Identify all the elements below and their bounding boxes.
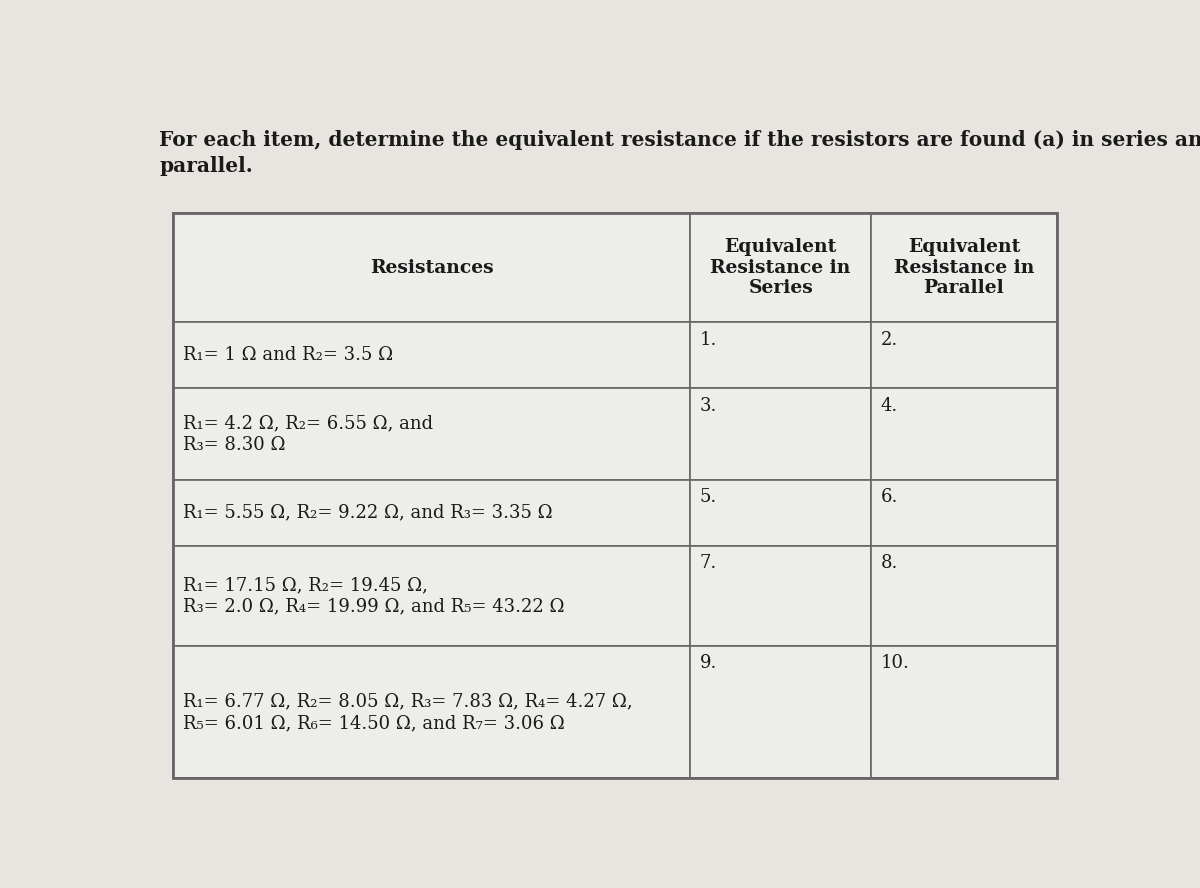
Bar	[173, 322, 690, 388]
Text: R₃= 2.0 Ω, R₄= 19.99 Ω, and R₅= 43.22 Ω: R₃= 2.0 Ω, R₄= 19.99 Ω, and R₅= 43.22 Ω	[182, 598, 564, 615]
Bar	[871, 388, 1057, 480]
Text: 8.: 8.	[881, 554, 898, 572]
Bar	[690, 545, 871, 646]
Bar	[690, 388, 871, 480]
Bar	[690, 646, 871, 778]
Bar	[173, 545, 690, 646]
Bar	[173, 646, 690, 778]
Text: For each item, determine the equivalent resistance if the resistors are found (a: For each item, determine the equivalent …	[160, 131, 1200, 150]
Text: R₁= 6.77 Ω, R₂= 8.05 Ω, R₃= 7.83 Ω, R₄= 4.27 Ω,: R₁= 6.77 Ω, R₂= 8.05 Ω, R₃= 7.83 Ω, R₄= …	[182, 692, 632, 710]
Text: R₁= 5.55 Ω, R₂= 9.22 Ω, and R₃= 3.35 Ω: R₁= 5.55 Ω, R₂= 9.22 Ω, and R₃= 3.35 Ω	[182, 503, 552, 521]
Bar	[173, 480, 690, 545]
Bar	[871, 322, 1057, 388]
Text: R₃= 8.30 Ω: R₃= 8.30 Ω	[182, 436, 286, 454]
Bar	[871, 480, 1057, 545]
Bar	[871, 212, 1057, 322]
Text: 5.: 5.	[700, 488, 716, 506]
Text: R₁= 1 Ω and R₂= 3.5 Ω: R₁= 1 Ω and R₂= 3.5 Ω	[182, 346, 392, 364]
Text: R₁= 17.15 Ω, R₂= 19.45 Ω,: R₁= 17.15 Ω, R₂= 19.45 Ω,	[182, 575, 427, 594]
Text: 1.: 1.	[700, 330, 716, 349]
Text: R₁= 4.2 Ω, R₂= 6.55 Ω, and: R₁= 4.2 Ω, R₂= 6.55 Ω, and	[182, 414, 433, 432]
Bar	[173, 212, 1057, 778]
Text: 2.: 2.	[881, 330, 898, 349]
Bar	[173, 212, 690, 322]
Text: R₅= 6.01 Ω, R₆= 14.50 Ω, and R₇= 3.06 Ω: R₅= 6.01 Ω, R₆= 14.50 Ω, and R₇= 3.06 Ω	[182, 714, 564, 732]
Text: 3.: 3.	[700, 397, 716, 415]
Text: 10.: 10.	[881, 654, 910, 672]
Bar	[871, 646, 1057, 778]
Text: 4.: 4.	[881, 397, 898, 415]
Bar	[871, 545, 1057, 646]
Bar	[690, 212, 871, 322]
Text: 7.: 7.	[700, 554, 716, 572]
Bar	[173, 388, 690, 480]
Text: Equivalent
Resistance in
Parallel: Equivalent Resistance in Parallel	[894, 238, 1034, 297]
Bar	[690, 480, 871, 545]
Text: Equivalent
Resistance in
Series: Equivalent Resistance in Series	[710, 238, 851, 297]
Text: Resistances: Resistances	[370, 258, 493, 276]
Text: parallel.: parallel.	[160, 155, 253, 176]
Text: 6.: 6.	[881, 488, 898, 506]
Bar	[690, 322, 871, 388]
Text: 9.: 9.	[700, 654, 716, 672]
